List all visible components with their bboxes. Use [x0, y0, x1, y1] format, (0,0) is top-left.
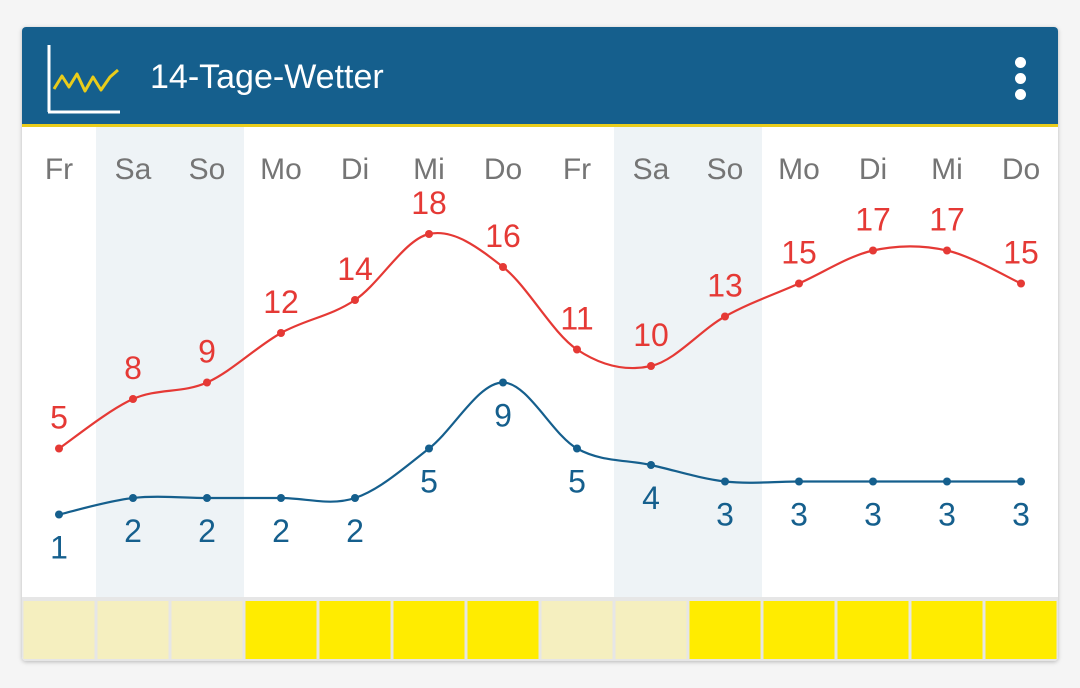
day-label: Mi [931, 153, 963, 186]
high-temperature-point [277, 329, 285, 337]
low-temperature-point [425, 444, 433, 453]
more-vert-icon-dot [1015, 73, 1026, 84]
high-temperature-label: 5 [50, 400, 68, 436]
high-temperature-label: 17 [929, 202, 965, 238]
high-temperature-point [721, 312, 729, 321]
more-vert-icon-dot [1015, 89, 1026, 100]
low-temperature-point [129, 494, 137, 502]
low-temperature-point [943, 477, 951, 486]
more-menu-button[interactable] [1006, 53, 1034, 103]
day-indicator-bar [985, 601, 1057, 659]
high-temperature-label: 14 [337, 251, 373, 287]
page-title: 14-Tage-Wetter [150, 58, 384, 96]
day-label: Di [859, 153, 887, 186]
day-indicator-bar [393, 601, 465, 659]
high-temperature-point [203, 378, 211, 387]
low-temperature-point [351, 494, 359, 502]
day-label: Sa [633, 153, 670, 186]
low-temperature-label: 3 [716, 497, 734, 533]
day-indicator-bar [97, 601, 169, 659]
low-temperature-label: 2 [346, 513, 364, 549]
weather-card: 14-Tage-Wetter Fr Sa So Mo Di Mi Do Fr Sa So Mo Di M… [22, 27, 1058, 661]
high-temperature-label: 8 [124, 350, 142, 386]
low-temperature-label: 3 [1012, 497, 1030, 533]
high-temperature-point [351, 296, 359, 304]
high-temperature-label: 16 [485, 218, 521, 254]
day-indicator-bar [319, 601, 391, 659]
day-indicator-bar [615, 601, 687, 659]
high-temperature-point [55, 444, 63, 453]
day-indicator-bar [911, 601, 983, 659]
low-temperature-label: 3 [790, 497, 808, 533]
chart-line-icon [47, 45, 120, 114]
high-temperature-label: 12 [263, 284, 299, 320]
day-label: So [189, 153, 226, 186]
weekend-band [96, 127, 170, 597]
high-temperature-point [129, 395, 137, 403]
low-temperature-line [58, 381, 1021, 516]
low-temperature-label: 2 [272, 513, 290, 549]
day-indicator-bar [467, 601, 539, 659]
day-label: Fr [45, 153, 73, 186]
low-temperature-point [55, 510, 63, 519]
high-temperature-label: 15 [781, 235, 817, 271]
more-vert-icon [1015, 57, 1026, 68]
day-label: Mo [778, 153, 820, 186]
high-temperature-point [869, 246, 877, 255]
high-temperature-point [1017, 279, 1025, 288]
day-indicator-bar [171, 601, 243, 659]
high-temperature-point [499, 263, 507, 271]
weekend-band [688, 127, 762, 597]
day-label: Sa [115, 153, 152, 186]
low-temperature-point [203, 494, 211, 502]
day-indicator-bar [689, 601, 761, 659]
high-temperature-point [795, 279, 803, 288]
day-label: Di [341, 153, 369, 186]
high-temperature-point [943, 246, 951, 255]
low-temperature-point [277, 494, 285, 502]
low-temperature-label: 9 [494, 398, 512, 434]
low-temperature-label: 3 [938, 497, 956, 533]
day-label: Fr [563, 153, 591, 186]
low-temperature-point [647, 461, 655, 469]
low-temperature-label: 1 [50, 530, 68, 566]
low-temperature-point [721, 477, 729, 486]
high-temperature-label: 18 [411, 185, 447, 221]
low-temperature-point [499, 378, 507, 387]
weekend-band [170, 127, 244, 597]
low-temperature-label: 4 [642, 480, 660, 516]
high-temperature-label: 15 [1003, 235, 1039, 271]
high-temperature-point [573, 345, 581, 354]
high-temperature-label: 13 [707, 268, 743, 304]
day-indicator-bar [763, 601, 835, 659]
day-label: Mo [260, 153, 302, 186]
low-temperature-label: 2 [124, 513, 142, 549]
day-indicator-bar [245, 601, 317, 659]
day-label: Do [484, 153, 522, 186]
high-temperature-label: 9 [198, 334, 216, 370]
day-label: Do [1002, 153, 1040, 186]
high-temperature-label: 17 [855, 202, 891, 238]
low-temperature-label: 3 [864, 497, 882, 533]
low-temperature-point [1017, 477, 1025, 486]
low-temperature-point [869, 477, 877, 486]
high-temperature-label: 10 [633, 317, 669, 353]
card-header: 14-Tage-Wetter [22, 27, 1058, 127]
high-temperature-label: 11 [560, 301, 593, 337]
high-temperature-line [58, 231, 1022, 450]
day-indicator-bar [541, 601, 613, 659]
day-label: Mi [413, 153, 445, 186]
low-temperature-point [795, 477, 803, 486]
day-indicator-bar [837, 601, 909, 659]
day-label: So [707, 153, 744, 186]
low-temperature-point [573, 444, 581, 453]
high-temperature-point [425, 230, 433, 238]
low-temperature-label: 5 [568, 464, 586, 500]
low-temperature-label: 5 [420, 464, 438, 500]
low-temperature-label: 2 [198, 513, 216, 549]
high-temperature-point [647, 362, 655, 370]
day-indicator-bar [23, 601, 95, 659]
